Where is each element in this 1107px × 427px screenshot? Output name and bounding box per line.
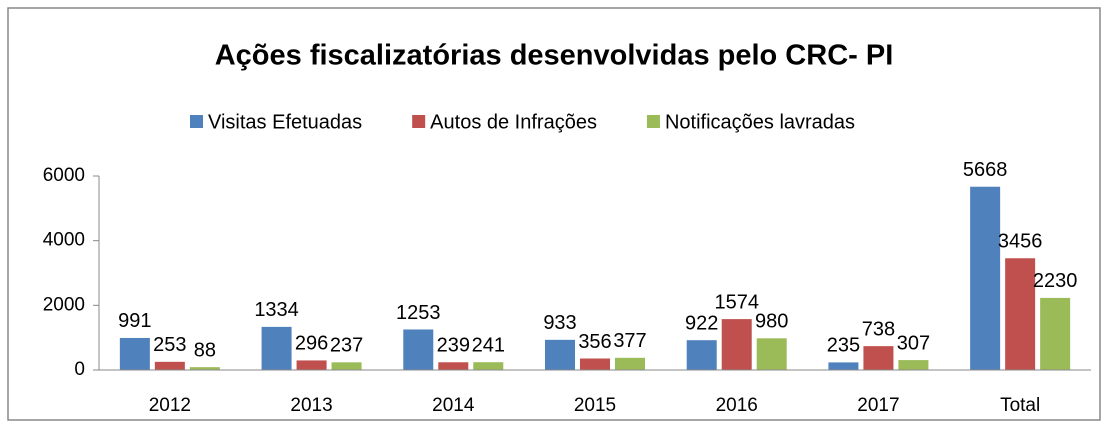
- legend-swatch: [646, 115, 660, 128]
- value-label: 980: [755, 311, 788, 333]
- value-label: 296: [295, 333, 328, 355]
- bar: [580, 358, 610, 370]
- value-label: 307: [897, 332, 930, 354]
- legend-label: Notificações lavradas: [665, 111, 855, 133]
- bar: [545, 339, 575, 370]
- chart-title: Ações fiscalizatórias desenvolvidas pelo…: [215, 40, 894, 72]
- legend-label: Autos de Infrações: [430, 111, 597, 133]
- bar: [863, 346, 894, 370]
- bar: [119, 337, 150, 370]
- x-tick-label: 2016: [716, 395, 758, 416]
- value-label: 241: [472, 334, 505, 356]
- bar: [756, 338, 787, 370]
- bar: [261, 326, 292, 370]
- value-label: 933: [543, 312, 576, 334]
- value-label: 1334: [254, 299, 299, 321]
- bar: [615, 357, 645, 370]
- value-label: 235: [827, 335, 860, 357]
- x-tick-label: 2014: [432, 395, 475, 416]
- bar: [438, 362, 469, 370]
- value-label: 237: [330, 335, 363, 357]
- y-tick-label: 0: [74, 359, 85, 380]
- bar: [686, 340, 717, 370]
- value-label: 356: [578, 331, 611, 353]
- value-label: 5668: [963, 159, 1008, 181]
- bar: [898, 360, 929, 370]
- bar: [189, 367, 220, 370]
- x-tick-label: 2015: [574, 395, 616, 416]
- legend-swatch: [412, 115, 426, 128]
- bar: [828, 362, 859, 370]
- value-label: 1574: [714, 291, 759, 313]
- bar: [296, 360, 327, 370]
- value-label: 738: [862, 318, 895, 340]
- y-tick-label: 4000: [43, 230, 85, 251]
- bar: [403, 329, 434, 370]
- value-label: 377: [613, 330, 646, 352]
- value-label: 88: [194, 339, 216, 361]
- bar: [721, 319, 752, 370]
- y-tick-label: 2000: [43, 294, 85, 315]
- value-label: 922: [685, 312, 718, 334]
- bar: [473, 362, 504, 370]
- x-tick-label: 2017: [857, 395, 899, 416]
- value-label: 239: [437, 335, 470, 357]
- bar: [1040, 297, 1071, 370]
- bar: [970, 186, 1001, 370]
- value-label: 253: [153, 334, 186, 356]
- x-tick-label: 2012: [149, 395, 191, 416]
- y-tick-label: 6000: [43, 165, 85, 186]
- x-tick-label: 2013: [290, 395, 332, 416]
- legend-label: Visitas Efetuadas: [208, 111, 362, 133]
- value-label: 3456: [998, 231, 1043, 253]
- bar: [331, 362, 362, 370]
- x-tick-label: Total: [1000, 395, 1040, 416]
- bar: [154, 361, 185, 370]
- legend-swatch: [190, 115, 203, 128]
- value-label: 1253: [396, 302, 441, 324]
- bar: [1005, 258, 1036, 370]
- value-label: 991: [118, 310, 151, 332]
- value-label: 2230: [1033, 270, 1078, 292]
